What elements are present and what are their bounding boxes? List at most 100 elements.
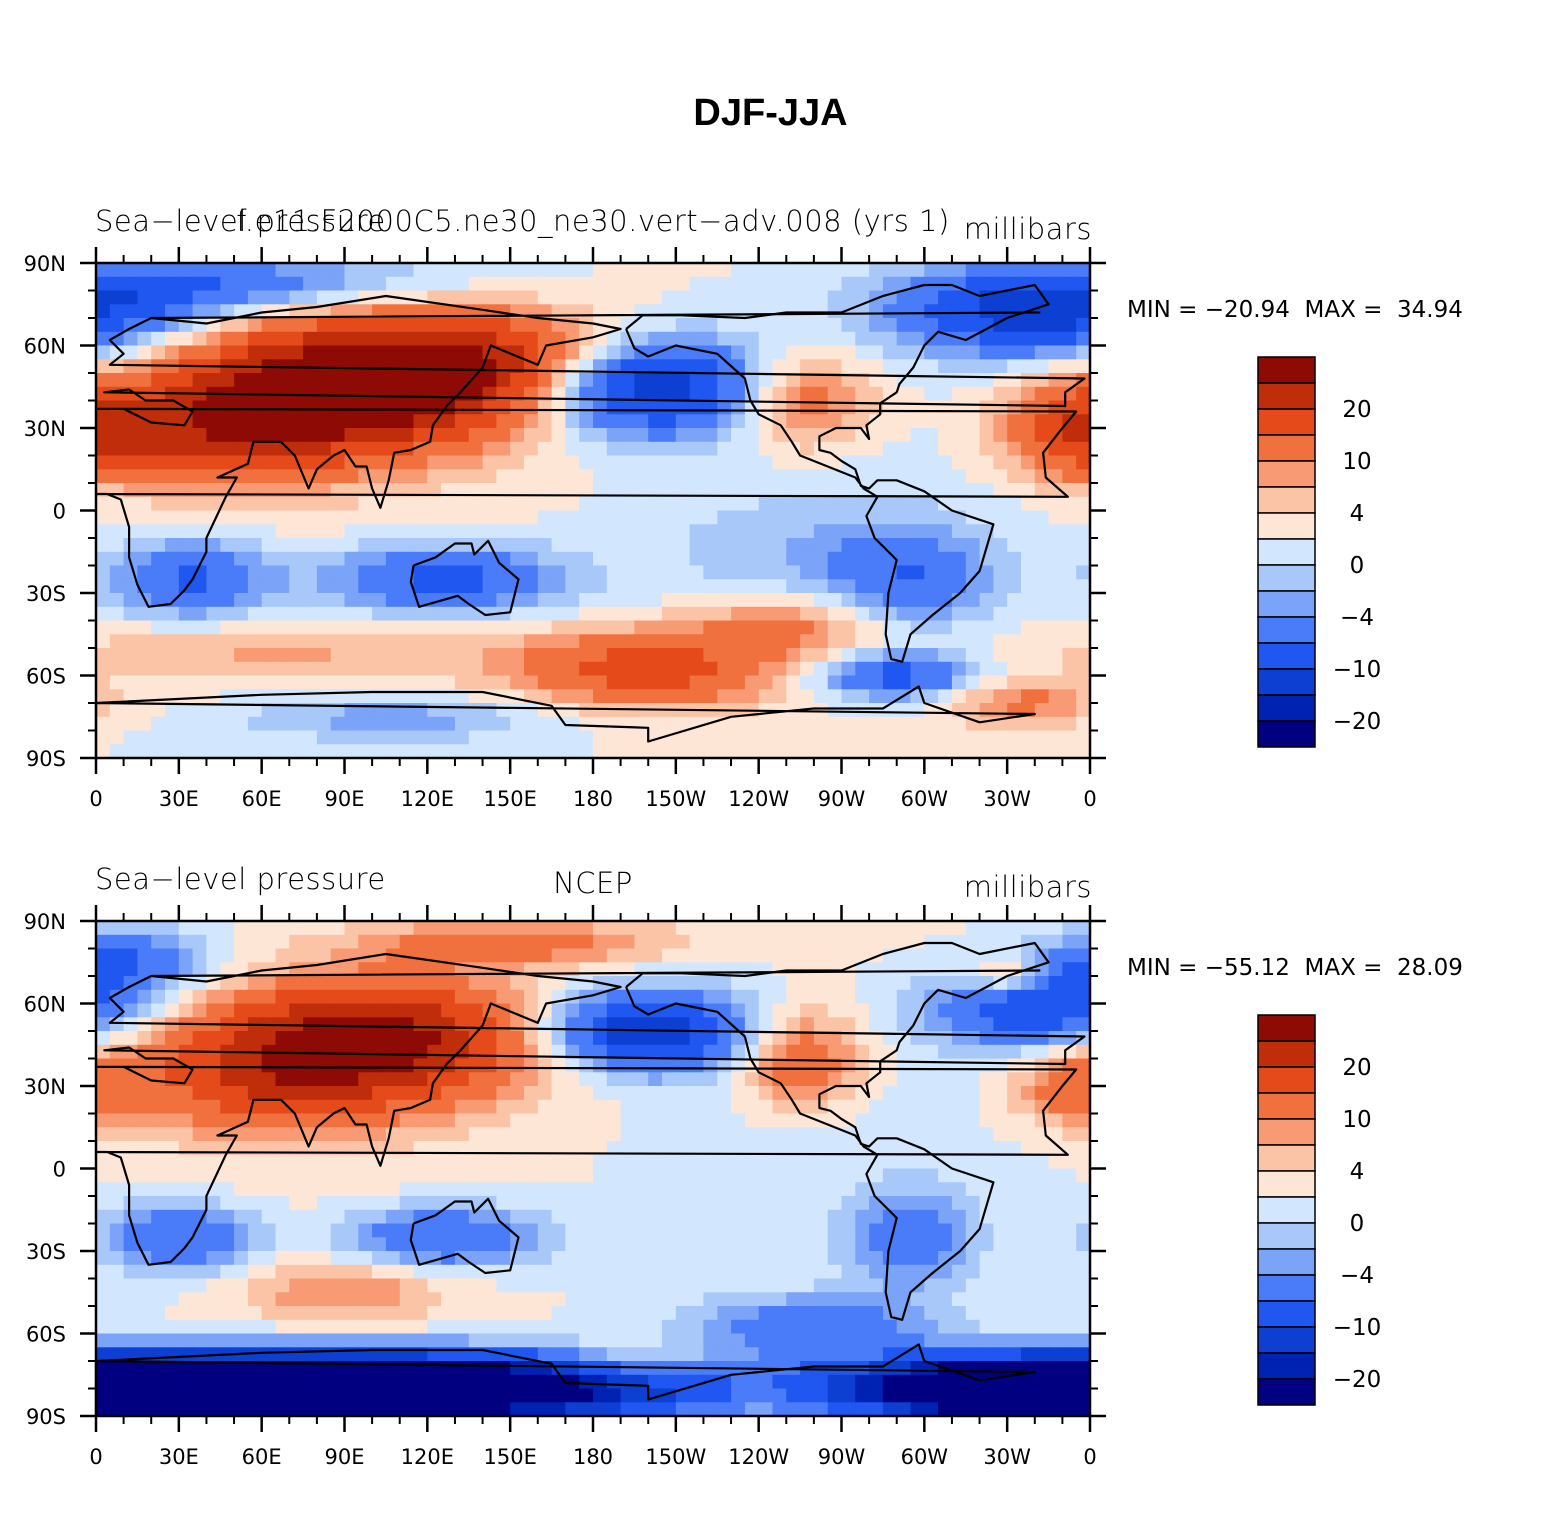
contour-cell [96,510,111,525]
contour-cell [1076,579,1091,594]
contour-cell [634,1333,649,1348]
contour-cell [703,496,718,512]
contour-cell [109,373,125,388]
contour-cell [109,948,125,963]
contour-cell [1034,921,1050,936]
contour-cell [275,524,290,539]
contour-cell [275,538,290,553]
contour-cell [634,976,649,991]
contour-cell [482,483,497,498]
contour-cell [247,373,263,388]
contour-cell [951,1333,967,1348]
contour-cell [1062,1154,1077,1170]
contour-cell [330,414,346,429]
contour-cell [247,345,263,360]
contour-cell [938,948,953,963]
contour-cell [993,579,1008,594]
contour-cell [165,1278,180,1293]
contour-cell [275,1251,290,1266]
contour-cell [565,414,580,429]
contour-cell [634,620,649,635]
contour-cell [482,276,497,292]
contour-cell [675,538,691,553]
contour-cell [565,689,580,704]
contour-cell [924,730,939,745]
contour-cell [744,510,760,525]
contour-cell [137,921,152,936]
contour-cell [551,1196,566,1211]
contour-cell [620,1113,635,1128]
contour-cell [537,921,553,936]
contour-cell [1062,1099,1077,1115]
contour-cell [482,1127,497,1142]
contour-cell [689,386,704,402]
contour-cell [1062,593,1077,608]
contour-cell [827,1196,843,1211]
contour-cell [123,318,138,333]
contour-cell [551,648,566,663]
contour-cell [965,455,981,470]
contour-cell [620,948,635,963]
contour-cell [579,948,594,963]
contour-cell [689,565,704,580]
contour-cell [634,1292,649,1307]
contour-cell [648,1044,663,1060]
contour-cell [772,1099,787,1115]
contour-cell [938,730,953,745]
contour-cell [855,538,870,553]
contour-cell [579,1127,594,1142]
contour-cell [979,593,994,608]
contour-cell [703,1141,718,1156]
contour-cell [786,921,801,936]
contour-cell [137,730,152,745]
contour-cell [344,345,359,360]
contour-cell [220,1237,235,1252]
contour-cell [565,1251,580,1266]
contour-cell [468,1141,484,1156]
contour-cell [606,359,622,374]
contour-cell [123,331,138,347]
contour-cell [800,428,815,443]
contour-cell [758,510,774,525]
contour-cell [813,290,829,305]
contour-cell [648,1223,663,1238]
contour-cell [303,1127,318,1142]
contour-cell [827,1031,843,1046]
contour-cell [1021,1031,1036,1046]
contour-cell [979,359,994,374]
contour-cell [800,1209,815,1225]
contour-cell [358,661,373,677]
contour-cell [772,1168,787,1183]
contour-cell [247,744,263,759]
contour-cell [675,948,691,963]
contour-cell [951,921,967,936]
contour-cell [482,331,497,347]
contour-cell [1048,1251,1063,1266]
contour-cell [634,1099,649,1115]
contour-cell [993,606,1008,622]
contour-cell [151,1154,166,1170]
contour-cell [316,1196,332,1211]
contour-cell [800,1003,815,1018]
contour-cell [1076,1196,1091,1211]
contour-cell [399,989,415,1005]
contour-cell [813,1182,829,1197]
contour-cell [938,1251,953,1266]
contour-cell [565,1333,580,1348]
contour-cell [289,689,304,704]
contour-cell [1048,620,1063,635]
contour-cell [703,1058,718,1073]
contour-cell [1034,593,1050,608]
contour-cell [938,318,953,333]
min-max-readout: MIN = −20.94 MAX = 34.94 [1127,297,1463,323]
contour-cell [744,1306,760,1321]
contour-cell [178,606,194,622]
contour-cell [510,989,525,1005]
contour-cell [979,1003,994,1018]
contour-cell [192,276,207,292]
contour-cell [758,1017,774,1032]
contour-cell [979,496,994,512]
contour-cell [634,593,649,608]
contour-cell [441,1086,456,1101]
contour-cell [938,469,953,484]
